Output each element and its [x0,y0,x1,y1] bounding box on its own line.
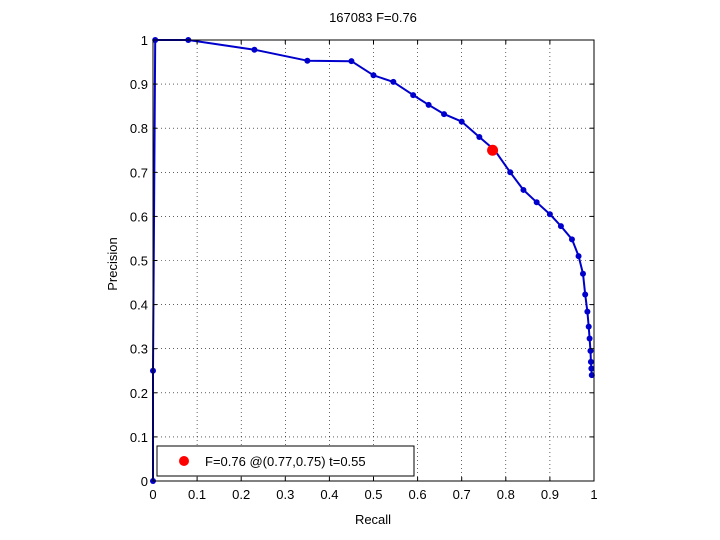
y-tick-label: 0 [141,474,148,489]
legend-marker [179,456,189,466]
x-tick-labels: 0 0.1 0.2 0.3 0.4 0.5 0.6 0.7 0.8 0.9 1 [149,487,597,502]
y-axis-label: Precision [105,237,120,290]
pr-point [425,101,432,108]
y-tick-label: 0.1 [130,430,148,445]
pr-point [304,57,311,64]
x-tick-label: 0.7 [453,487,471,502]
pr-point [458,118,465,125]
y-tick-label: 0.3 [130,342,148,357]
x-tick-label: 0.1 [188,487,206,502]
pr-point [251,46,258,53]
pr-point [588,365,595,372]
x-tick-label: 0.8 [497,487,515,502]
y-tick-label: 1 [141,33,148,48]
y-tick-labels: 0 0.1 0.2 0.3 0.4 0.5 0.6 0.7 0.8 0.9 1 [130,33,148,489]
axis-ticks [152,39,595,482]
pr-point [585,323,592,330]
pr-point [587,347,594,354]
pr-point [557,223,564,230]
legend: F=0.76 @(0.77,0.75) t=0.55 [156,445,415,477]
pr-point [410,92,417,99]
chart-title: 167083 F=0.76 [329,10,417,25]
y-tick-label: 0.4 [130,298,148,313]
pr-point [584,308,591,315]
x-tick-label: 0.9 [541,487,559,502]
x-tick-label: 0.6 [409,487,427,502]
y-tick-label: 0.8 [130,121,148,136]
grid [153,40,594,481]
best-f-highlight [487,144,499,156]
x-tick-label: 0.3 [276,487,294,502]
pr-point [568,236,575,243]
x-tick-label: 0.5 [364,487,382,502]
pr-point [533,199,540,206]
pr-point [575,253,582,260]
pr-point [546,211,553,218]
pr-point [586,335,593,342]
y-tick-label: 0.5 [130,254,148,269]
pr-point [579,270,586,277]
y-tick-label: 0.6 [130,209,148,224]
pr-point [348,58,355,65]
pr-point [507,169,514,176]
x-tick-label: 0 [149,487,156,502]
pr-point [370,72,377,79]
x-tick-label: 0.4 [320,487,338,502]
x-tick-label: 1 [590,487,597,502]
pr-point [520,186,527,193]
pr-point [588,372,595,379]
pr-point [582,291,589,298]
pr-point [441,111,448,118]
x-axis-label: Recall [355,512,391,527]
y-tick-label: 0.7 [130,165,148,180]
pr-point [390,78,397,85]
x-tick-label: 0.2 [232,487,250,502]
best-f-point [487,144,499,156]
y-tick-label: 0.2 [130,386,148,401]
y-tick-label: 0.9 [130,77,148,92]
pr-point [587,358,594,365]
legend-label: F=0.76 @(0.77,0.75) t=0.55 [205,454,366,469]
pr-point [476,134,483,141]
legend-box [156,445,415,477]
